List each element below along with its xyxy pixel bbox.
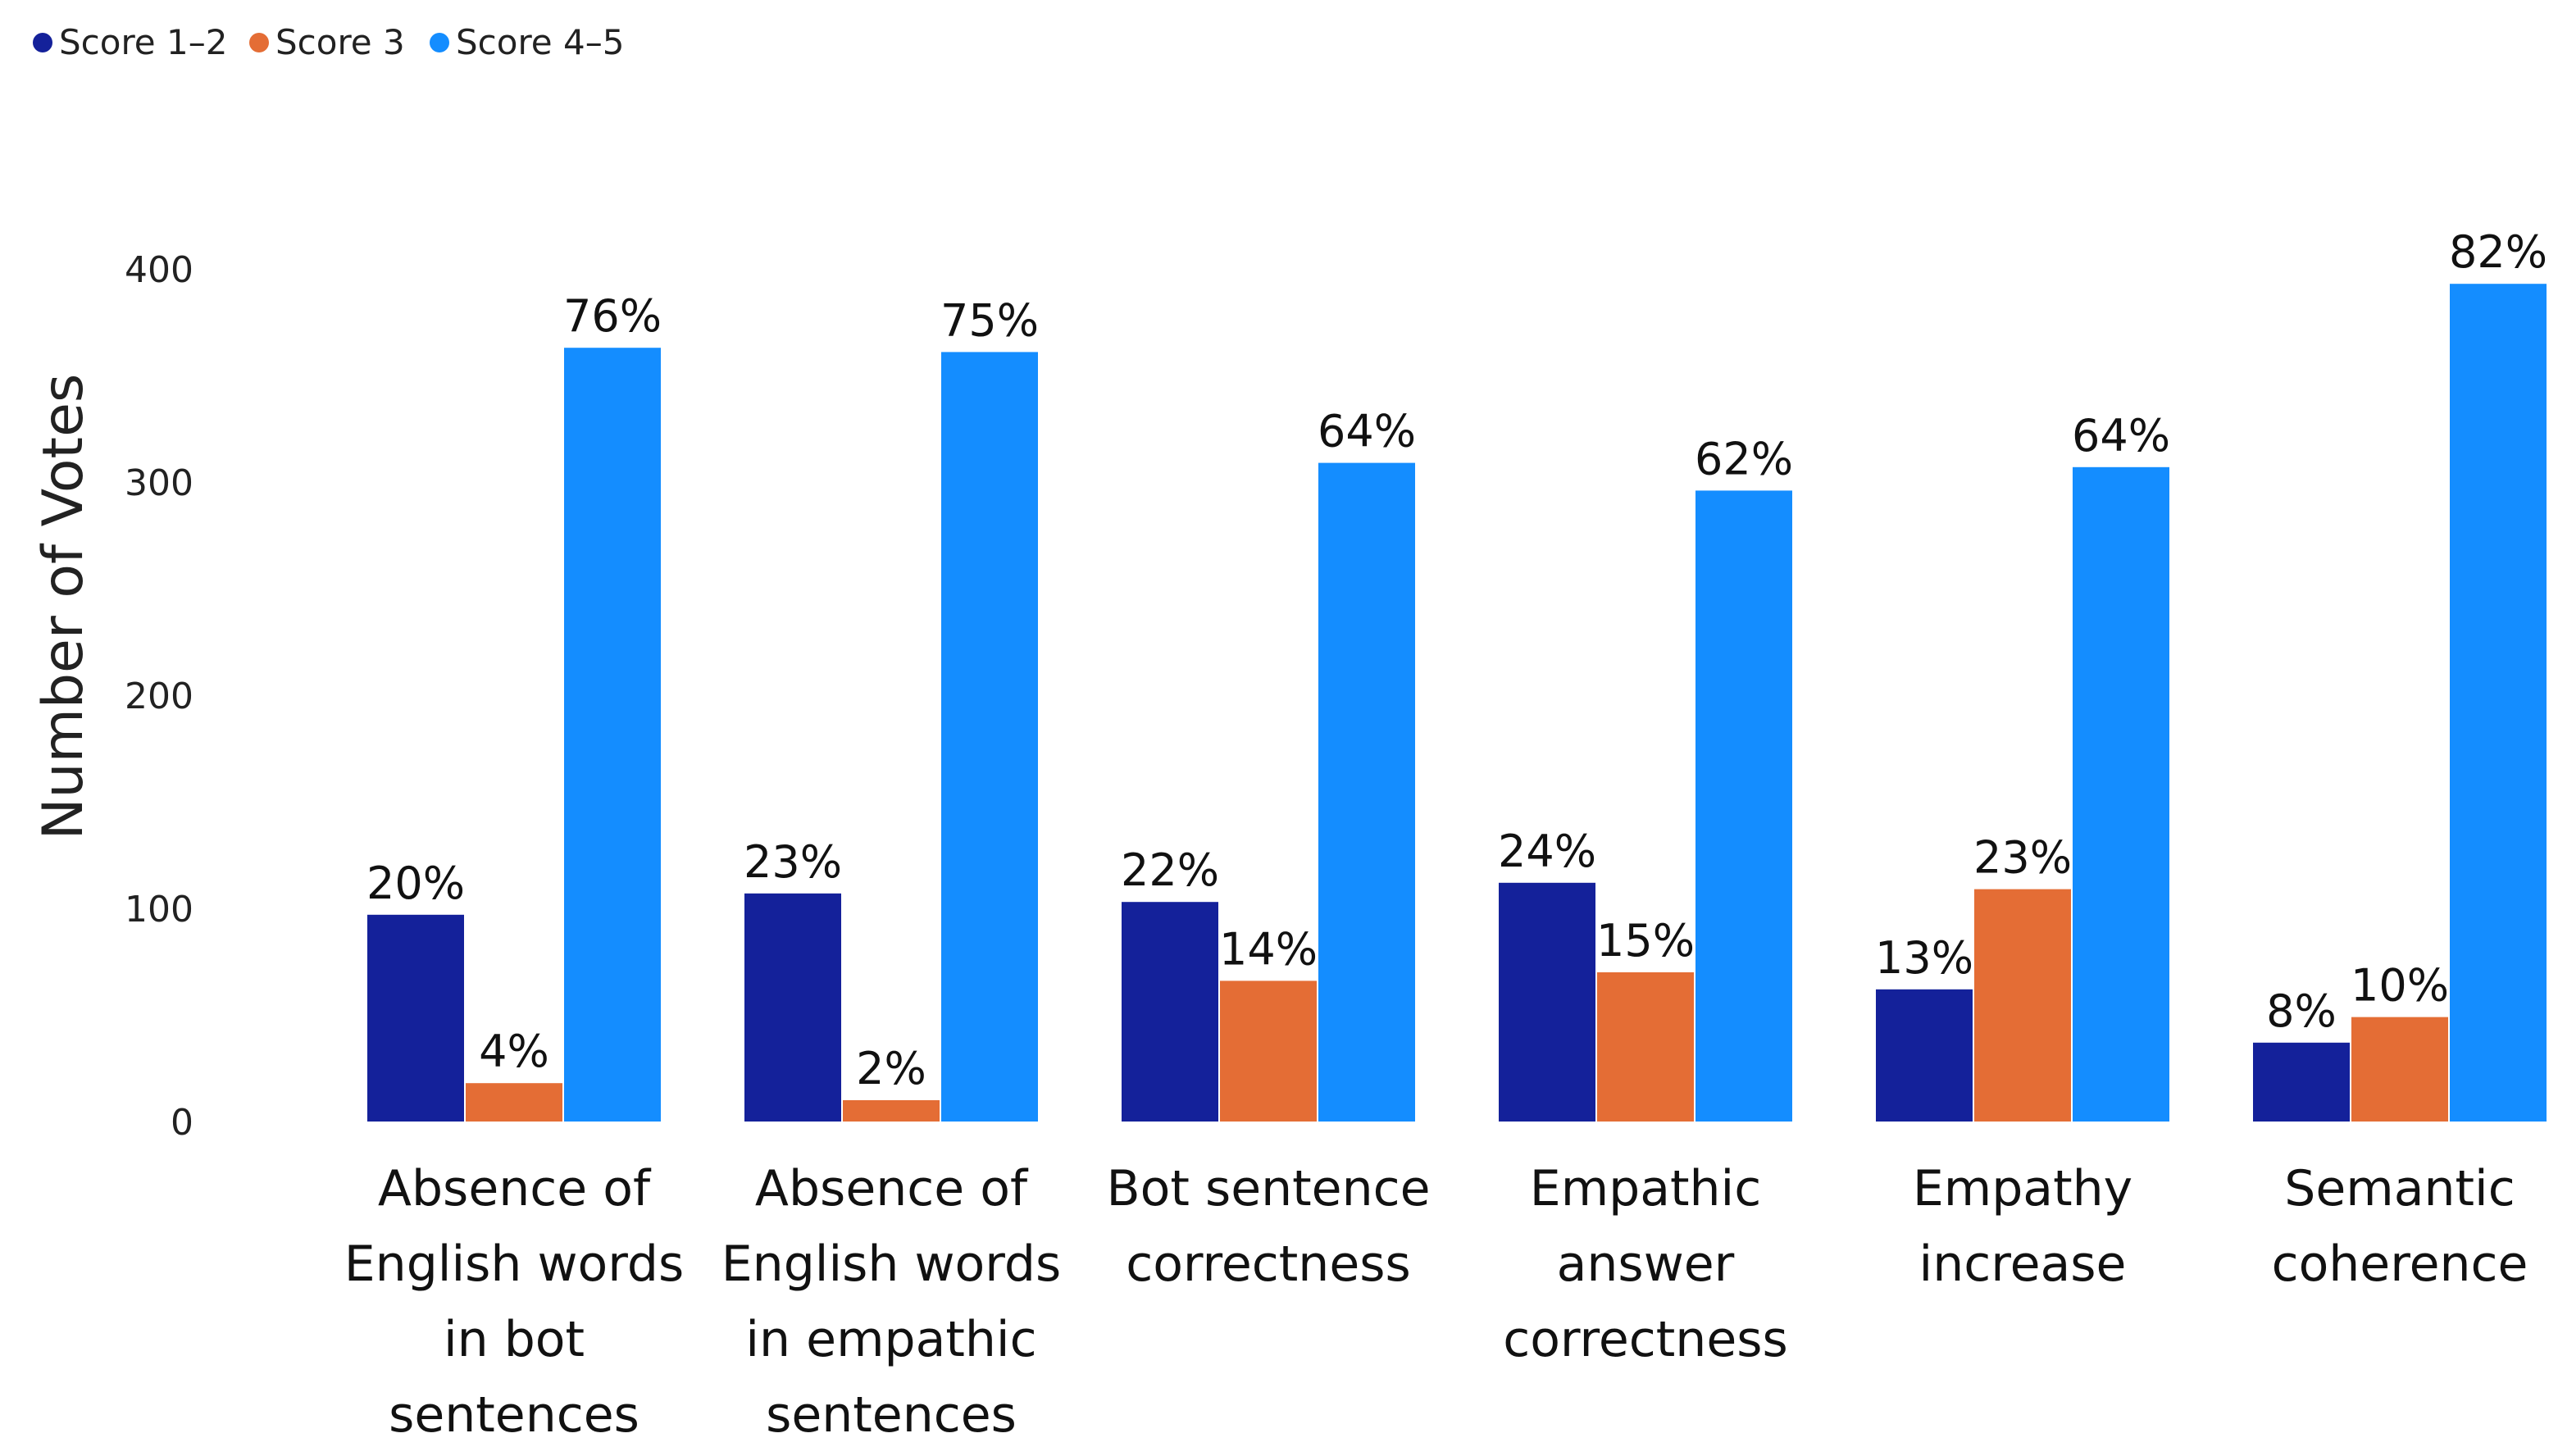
data-label-series3-cat1: 76% bbox=[563, 290, 662, 342]
data-label-series1-cat2: 23% bbox=[744, 836, 842, 888]
category-label-line: Semantic bbox=[2284, 1160, 2515, 1217]
category-label-line: Empathy bbox=[1913, 1160, 2132, 1217]
category-label-line: increase bbox=[1919, 1235, 2127, 1293]
category-label-line: English words bbox=[344, 1235, 684, 1293]
data-label-series3-cat5: 64% bbox=[2072, 410, 2170, 462]
bar-series3-cat5 bbox=[2073, 466, 2169, 1122]
data-label-series1-cat6: 8% bbox=[2266, 985, 2337, 1037]
data-label-series1-cat1: 20% bbox=[366, 858, 465, 909]
legend: Score 1–2 Score 3 Score 4–5 bbox=[33, 22, 624, 62]
category-label-3: Bot sentence correctness bbox=[1106, 1160, 1430, 1293]
data-label-series2-cat6: 10% bbox=[2351, 960, 2449, 1012]
category-label-line: Empathic bbox=[1530, 1160, 1761, 1217]
bars bbox=[367, 284, 2547, 1122]
legend-marker-1 bbox=[33, 33, 52, 52]
data-label-series3-cat3: 64% bbox=[1318, 406, 1416, 457]
bar-series1-cat4 bbox=[1499, 882, 1595, 1122]
legend-marker-3 bbox=[430, 33, 449, 52]
bar-series1-cat5 bbox=[1876, 989, 1973, 1122]
category-label-line: answer bbox=[1557, 1235, 1735, 1293]
data-label-series2-cat5: 23% bbox=[1973, 832, 2072, 884]
category-label-2: Absence of English words in empathic senten… bbox=[721, 1160, 1061, 1444]
bar-series3-cat1 bbox=[564, 348, 661, 1122]
bar-series1-cat1 bbox=[367, 914, 464, 1122]
data-label-series1-cat5: 13% bbox=[1875, 932, 1973, 984]
bar-series3-cat4 bbox=[1695, 490, 1792, 1122]
data-label-series3-cat6: 82% bbox=[2449, 226, 2547, 278]
bar-series1-cat6 bbox=[2253, 1042, 2350, 1122]
category-label-line: correctness bbox=[1126, 1235, 1411, 1293]
data-label-series3-cat2: 75% bbox=[940, 294, 1039, 346]
bar-series1-cat3 bbox=[1122, 902, 1218, 1122]
category-label-line: Bot sentence bbox=[1106, 1160, 1430, 1217]
legend-label-1: Score 1–2 bbox=[59, 22, 227, 62]
data-label-series1-cat3: 22% bbox=[1121, 844, 1219, 896]
data-label-series2-cat1: 4% bbox=[479, 1026, 549, 1077]
legend-marker-2 bbox=[249, 33, 269, 52]
category-label-4: Empathic answer correctness bbox=[1503, 1160, 1788, 1368]
legend-label-3: Score 4–5 bbox=[456, 22, 624, 62]
category-label-5: Empathy increase bbox=[1913, 1160, 2132, 1293]
bar-series3-cat6 bbox=[2450, 284, 2547, 1122]
category-label-line: in empathic bbox=[745, 1311, 1036, 1368]
bar-series2-cat5 bbox=[1974, 889, 2071, 1122]
data-label-series3-cat4: 62% bbox=[1695, 433, 1793, 485]
bar-series1-cat2 bbox=[744, 893, 841, 1122]
data-labels: 20%4%76%23%2%75%22%14%64%24%15%62%13%23%… bbox=[366, 226, 2547, 1094]
bar-series2-cat3 bbox=[1220, 981, 1317, 1122]
category-label-6: Semantic coherence bbox=[2272, 1160, 2528, 1293]
category-label-1: Absence of English words in bot sentences bbox=[344, 1160, 684, 1444]
y-tick-label: 200 bbox=[125, 676, 193, 717]
category-label-line: English words bbox=[721, 1235, 1061, 1293]
y-tick-label: 300 bbox=[125, 462, 193, 504]
category-label-line: Absence of bbox=[755, 1160, 1029, 1217]
legend-label-2: Score 3 bbox=[275, 22, 405, 62]
category-label-line: coherence bbox=[2272, 1235, 2528, 1293]
y-axis-title: Number of Votes bbox=[31, 374, 96, 840]
category-label-line: correctness bbox=[1503, 1311, 1788, 1368]
category-label-line: sentences bbox=[389, 1386, 640, 1444]
bar-series2-cat4 bbox=[1597, 972, 1694, 1122]
category-label-line: Absence of bbox=[378, 1160, 652, 1217]
bar-series2-cat1 bbox=[466, 1083, 562, 1122]
bar-series2-cat6 bbox=[2351, 1017, 2448, 1122]
data-label-series2-cat2: 2% bbox=[856, 1043, 926, 1094]
category-label-line: in bot bbox=[444, 1311, 585, 1368]
y-tick-label: 400 bbox=[125, 249, 193, 291]
y-axis-ticks: 0 100 200 300 400 bbox=[125, 249, 193, 1144]
bar-series3-cat3 bbox=[1318, 462, 1415, 1122]
data-label-series2-cat3: 14% bbox=[1219, 923, 1318, 975]
bar-series3-cat2 bbox=[941, 352, 1038, 1122]
data-label-series2-cat4: 15% bbox=[1596, 915, 1695, 967]
y-tick-label: 100 bbox=[125, 889, 193, 930]
data-label-series1-cat4: 24% bbox=[1498, 826, 1596, 877]
bar-series2-cat2 bbox=[843, 1100, 940, 1122]
category-labels: Absence of English words in bot sentencesAb… bbox=[344, 1160, 2528, 1444]
category-label-line: sentences bbox=[766, 1386, 1017, 1444]
y-tick-label: 0 bbox=[171, 1102, 193, 1144]
